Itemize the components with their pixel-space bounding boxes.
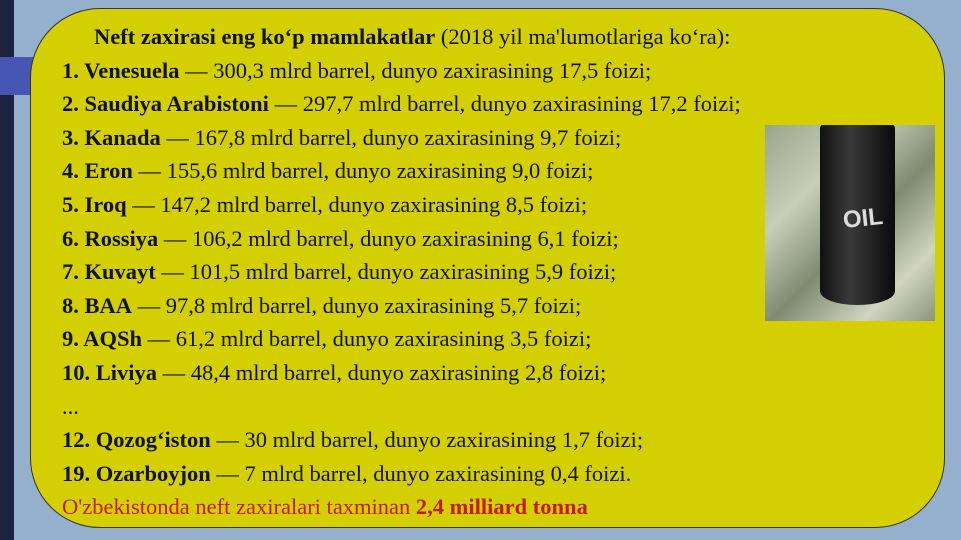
- item-number: 12.: [62, 427, 91, 453]
- footer-note: O'zbekistonda neft zaxiralari taxminan 2…: [62, 490, 741, 524]
- item-number: 5.: [62, 191, 79, 217]
- item-number: 7.: [62, 259, 79, 285]
- item-text: — 30 mlrd barrel, dunyo zaxirasining 1,7…: [210, 427, 644, 453]
- list-item: 10. Liviya — 48,4 mlrd barrel, dunyo zax…: [62, 356, 741, 390]
- list-item: 7. Kuvayt — 101,5 mlrd barrel, dunyo zax…: [62, 255, 741, 289]
- country-name: Rossiya: [78, 225, 159, 251]
- item-text: — 167,8 mlrd barrel, dunyo zaxirasining …: [160, 124, 622, 150]
- item-text: — 155,6 mlrd barrel, dunyo zaxirasining …: [132, 158, 594, 184]
- country-name: Liviya: [90, 359, 158, 385]
- list-item: 19. Ozarboyjon — 7 mlrd barrel, dunyo za…: [62, 457, 741, 491]
- title-bold: Neft zaxirasi eng ko‘p mamlakatlar: [94, 24, 436, 49]
- list-item: 4. Eron — 155,6 mlrd barrel, dunyo zaxir…: [62, 154, 741, 188]
- item-number: 19.: [62, 460, 91, 486]
- item-text: — 101,5 mlrd barrel, dunyo zaxirasining …: [155, 259, 617, 285]
- footer-bold: 2,4 milliard tonna: [415, 494, 588, 520]
- footer-text: O'zbekistonda neft zaxiralari taxminan: [62, 494, 416, 520]
- country-name: Saudiya Arabistoni: [78, 91, 269, 117]
- list-item: 6. Rossiya — 106,2 mlrd barrel, dunyo za…: [62, 222, 741, 256]
- item-text: — 48,4 mlrd barrel, dunyo zaxirasining 2…: [157, 359, 607, 385]
- item-number: 9.: [62, 326, 79, 352]
- item-text: — 97,8 mlrd barrel, dunyo zaxirasining 5…: [132, 292, 582, 318]
- item-number: 4.: [62, 158, 79, 184]
- list-item: 2. Saudiya Arabistoni — 297,7 mlrd barre…: [62, 87, 741, 121]
- oil-label: OIL: [841, 202, 885, 235]
- item-text: — 297,7 mlrd barrel, dunyo zaxirasining …: [268, 91, 741, 117]
- country-name: Iroq: [78, 191, 127, 217]
- list-item: 9. AQSh — 61,2 mlrd barrel, dunyo zaxira…: [62, 322, 741, 356]
- item-text: — 147,2 mlrd barrel, dunyo zaxirasining …: [126, 191, 588, 217]
- item-number: 8.: [62, 292, 79, 318]
- country-name: AQSh: [78, 326, 143, 352]
- country-name: . Venesuela: [73, 57, 180, 83]
- barrel: [820, 125, 895, 305]
- country-name: Kuvayt: [78, 259, 156, 285]
- item-number: 1: [62, 57, 74, 83]
- country-name: Eron: [78, 158, 133, 184]
- item-text: — 300,3 mlrd barrel, dunyo zaxirasining …: [179, 57, 652, 83]
- item-number: 10.: [62, 359, 91, 385]
- item-text: — 7 mlrd barrel, dunyo zaxirasining 0,4 …: [210, 460, 632, 486]
- country-name: BAA: [78, 292, 133, 318]
- item-number: 3.: [62, 124, 79, 150]
- list-item: 3. Kanada — 167,8 mlrd barrel, dunyo zax…: [62, 121, 741, 155]
- ellipsis: ...: [62, 393, 79, 419]
- title-rest: (2018 yil ma'lumotlariga ko‘ra):: [435, 24, 731, 49]
- oil-barrel-image: OIL: [765, 125, 935, 321]
- item-text: — 61,2 mlrd barrel, dunyo zaxirasining 3…: [142, 326, 592, 352]
- slide-text: Neft zaxirasi eng ko‘p mamlakatlar (2018…: [62, 20, 741, 524]
- country-name: Ozarboyjon: [90, 460, 211, 486]
- country-name: Qozog‘iston: [90, 427, 211, 453]
- list-item: 12. Qozog‘iston — 30 mlrd barrel, dunyo …: [62, 423, 741, 457]
- list-item: 5. Iroq — 147,2 mlrd barrel, dunyo zaxir…: [62, 188, 741, 222]
- slide-title: Neft zaxirasi eng ko‘p mamlakatlar (2018…: [62, 20, 741, 54]
- left-strip: [0, 0, 14, 540]
- item-number: 6.: [62, 225, 79, 251]
- list-item: 8. BAA — 97,8 mlrd barrel, dunyo zaxiras…: [62, 289, 741, 323]
- list-item: 1. Venesuela — 300,3 mlrd barrel, dunyo …: [62, 54, 741, 88]
- country-name: Kanada: [78, 124, 161, 150]
- item-text: — 106,2 mlrd barrel, dunyo zaxirasining …: [158, 225, 619, 251]
- item-number: 2.: [62, 91, 79, 117]
